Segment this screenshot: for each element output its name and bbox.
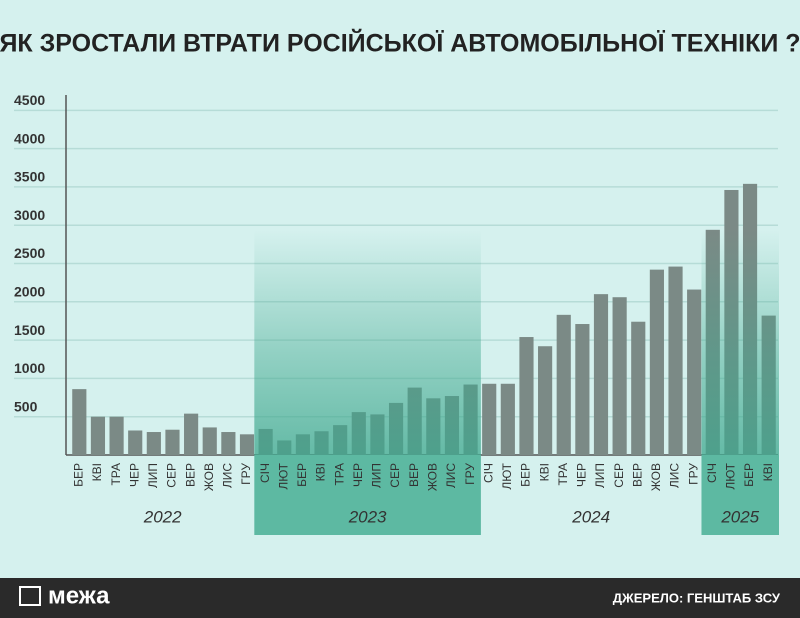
bar (687, 289, 702, 455)
y-tick-label: 2000 (14, 284, 45, 300)
highlight-footer (254, 455, 481, 535)
bar (202, 427, 217, 455)
x-tick-label: СЕР (165, 463, 179, 488)
y-tick-label: 4000 (14, 130, 45, 146)
year-label: 2025 (720, 507, 759, 526)
y-tick-label: 4500 (14, 92, 45, 108)
y-tick-label: 1500 (14, 322, 45, 338)
y-tick-label: 1000 (14, 360, 45, 376)
source: ДЖЕРЕЛО: ГЕНШТАБ ЗСУ (613, 590, 781, 605)
y-tick-label: 2500 (14, 245, 45, 261)
bar (72, 389, 87, 455)
bar (165, 429, 180, 455)
logo: межа (48, 582, 110, 609)
bar (575, 324, 590, 455)
year-label: 2024 (571, 507, 610, 526)
chart-title: ЯК ЗРОСТАЛИ ВТРАТИ РОСІЙСЬКОЇ АВТОМОБІЛЬ… (0, 28, 800, 58)
x-tick-label: КВІ (761, 463, 775, 481)
x-tick-label: БЕР (71, 463, 85, 487)
x-tick-label: ВЕР (630, 463, 644, 487)
bar (128, 430, 143, 455)
bar (239, 434, 255, 455)
bar (668, 266, 683, 455)
highlight (254, 230, 481, 455)
bar (519, 337, 534, 455)
x-tick-label: БЕР (742, 463, 756, 487)
bar (556, 314, 571, 455)
logo-icon (19, 586, 41, 606)
x-tick-label: ЛИС (444, 463, 458, 489)
footer-bar (0, 578, 800, 618)
x-tick-label: СЕР (612, 463, 626, 488)
x-tick-label: КВІ (537, 463, 551, 481)
bar (500, 383, 515, 455)
highlight (701, 230, 779, 455)
x-tick-label: ЛИП (370, 463, 384, 488)
x-tick-label: ЛЮТ (276, 462, 290, 489)
x-tick-label: БЕР (295, 463, 309, 487)
x-tick-label: ГРУ (463, 463, 477, 485)
bar (482, 383, 497, 455)
x-tick-label: ЛИС (668, 463, 682, 489)
x-tick-label: ЖОВ (649, 463, 663, 491)
bar (109, 416, 124, 455)
year-label: 2023 (348, 507, 387, 526)
x-tick-label: ВЕР (407, 463, 421, 487)
x-tick-label: ТРА (332, 463, 346, 486)
x-tick-label: СІЧ (258, 463, 272, 483)
x-tick-label: БЕР (519, 463, 533, 487)
bar (612, 297, 627, 455)
y-tick-label: 3500 (14, 169, 45, 185)
bar (538, 346, 553, 455)
x-tick-label: ЛЮТ (724, 462, 738, 489)
year-label: 2022 (143, 507, 182, 526)
x-tick-label: ВЕР (183, 463, 197, 487)
x-tick-label: СЕР (388, 463, 402, 488)
highlight-footer (701, 455, 779, 535)
bar (184, 413, 199, 455)
x-tick-label: ЖОВ (425, 463, 439, 491)
x-tick-label: ТРА (109, 463, 123, 486)
x-tick-label: ЛЮТ (500, 462, 514, 489)
x-tick-label: СІЧ (481, 463, 495, 483)
bar (90, 416, 106, 455)
x-tick-label: ЧЕР (351, 463, 365, 487)
x-tick-label: КВІ (314, 463, 328, 481)
x-tick-label: КВІ (90, 463, 104, 481)
y-tick-label: 500 (14, 398, 38, 414)
x-tick-label: ЧЕР (127, 463, 141, 487)
x-tick-label: ЛИП (146, 463, 160, 488)
y-tick-label: 3000 (14, 207, 45, 223)
bar (593, 294, 609, 455)
bar (221, 432, 236, 455)
x-tick-label: СІЧ (705, 463, 719, 483)
x-tick-label: ТРА (556, 463, 570, 486)
x-tick-label: ЖОВ (202, 463, 216, 491)
bar (146, 432, 161, 455)
bar (649, 269, 664, 455)
x-tick-label: ГРУ (686, 463, 700, 485)
x-tick-label: ЛИС (221, 463, 235, 489)
x-tick-label: ЛИП (593, 463, 607, 488)
x-tick-label: ГРУ (239, 463, 253, 485)
x-tick-label: ЧЕР (575, 463, 589, 487)
bar (631, 321, 646, 455)
